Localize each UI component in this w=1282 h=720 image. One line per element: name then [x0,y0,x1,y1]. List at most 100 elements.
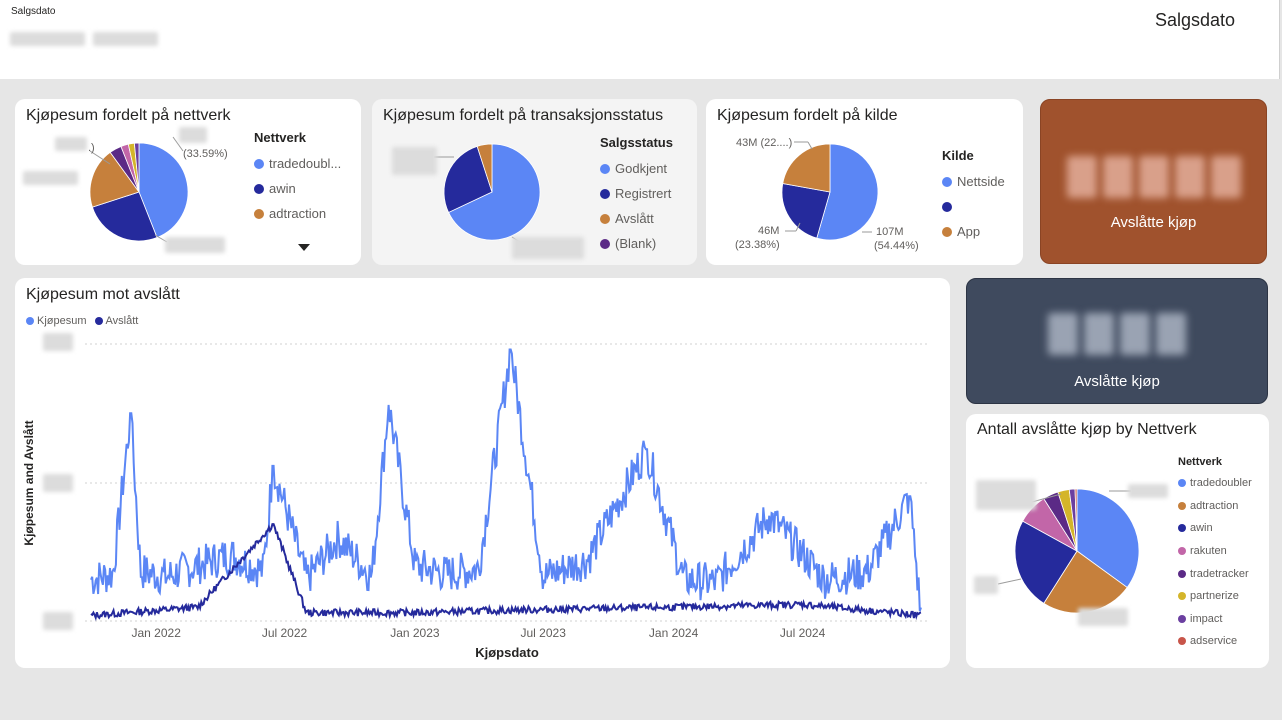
network-blurred-label-4 [165,237,225,253]
count-blurred-label-4 [1078,608,1128,626]
count-legend-item[interactable]: adtraction [1178,495,1252,518]
legend-dot-icon [600,238,610,249]
pie-slice[interactable] [1074,488,1078,552]
legend-dot-icon [942,176,952,187]
count-pie-chart[interactable] [966,414,1269,668]
pie-slice[interactable] [782,143,831,193]
pie-slice[interactable] [448,143,541,241]
network-legend-item[interactable]: awin [254,176,341,201]
status-pie-card[interactable]: Kjøpesum fordelt på transaksjonsstatus S… [372,99,697,265]
network-legend-title: Nettverk [254,130,307,145]
x-tick-label: Jan 2024 [649,626,699,640]
source-legend: Kilde Nettside App [942,148,1005,244]
status-blurred-label-1 [392,147,437,175]
network-legend-item[interactable]: tradedoubl... [254,151,341,176]
count-legend-item[interactable]: adservice [1178,630,1252,653]
count-legend-item[interactable]: partnerize [1178,585,1252,608]
x-tick-label: Jan 2023 [390,626,440,640]
network-pie-card[interactable]: Kjøpesum fordelt på nettverk .) (33.59%)… [15,99,361,265]
pie-slice[interactable] [1014,520,1078,604]
pie-slice[interactable] [1076,488,1140,589]
source-leader-line-2b [795,222,801,232]
legend-dot-icon [26,317,34,325]
x-tick-label: Jan 2022 [132,626,182,640]
network-blurred-label-1 [55,137,87,151]
source-legend-item[interactable]: App [942,219,1005,244]
line-legend-item[interactable]: Kjøpesum [26,315,87,327]
status-legend-item[interactable]: Registrert [600,181,673,206]
line-chart-card[interactable]: Kjøpesum mot avslått Kjøpesum Avslått Ja… [15,278,950,668]
kpi-label: Avslåtte kjøp [1074,373,1160,390]
legend-dot-icon [600,188,610,199]
network-legend: Nettverk tradedoubl... awin adtraction [254,130,341,226]
legend-dot-icon [1178,524,1186,533]
source-legend-item[interactable]: Nettside [942,169,1005,194]
source-label-left-pct: (23.38%) [735,239,780,251]
pie-slice[interactable] [476,143,493,193]
legend-dot-icon [942,201,952,212]
count-pie-card[interactable]: Antall avslåtte kjøp by Nettverk Nettver… [966,414,1269,668]
kpi-card-rejected-slate[interactable]: Avslåtte kjøp [966,278,1268,404]
line-chart-legend: Kjøpesum Avslått [26,315,138,327]
count-leader-line-3 [997,578,1022,585]
kpi-card-rejected-orange[interactable]: Avslåtte kjøp [1040,99,1267,264]
source-label-right-pct: (54.44%) [874,240,919,252]
header-bar: Salgsdato Salgsdato [0,0,1280,79]
x-axis-label: Kjøpsdato [475,645,539,660]
legend-dot-icon [600,213,610,224]
network-pie-chart[interactable]: .) (33.59%) [15,99,361,265]
status-pie-chart[interactable] [372,99,697,265]
kpi-value-blurred [1048,313,1186,355]
status-legend-item[interactable]: (Blank) [600,231,673,256]
status-blurred-label-2 [512,237,584,259]
count-legend-item[interactable]: awin [1178,517,1252,540]
line-chart-plot[interactable]: Jan 2022 Jul 2022 Jan 2023 Jul 2023 Jan 2024… [15,278,950,668]
source-pie-title: Kjøpesum fordelt på kilde [717,107,898,124]
network-legend-item[interactable]: adtraction [254,201,341,226]
pie-slice[interactable] [91,191,158,242]
count-legend-item[interactable]: rakuten [1178,540,1252,563]
pie-slice[interactable] [138,142,189,239]
x-tick-label: Jul 2022 [262,626,308,640]
network-pie-title: Kjøpesum fordelt på nettverk [26,107,231,124]
source-label-top: 43M (22....) [736,137,792,149]
x-tick-label: Jul 2023 [521,626,567,640]
status-legend-item[interactable]: Godkjent [600,156,673,181]
count-legend-item[interactable]: tradedoubler [1178,472,1252,495]
x-axis-ticks: Jan 2022 Jul 2022 Jan 2023 Jul 2023 Jan 2024… [132,626,826,640]
count-legend-title: Nettverk [1178,456,1223,468]
legend-dot-icon [942,226,952,237]
line-legend-item[interactable]: Avslått [94,315,138,327]
date-slicer-value[interactable] [10,28,170,48]
source-label-right-value: 107M [876,226,904,238]
count-pie-title: Antall avslåtte kjøp by Nettverk [977,421,1197,438]
legend-scroll-down-icon[interactable] [298,244,310,252]
status-legend-item[interactable]: Avslått [600,206,673,231]
pie-slice[interactable] [781,183,831,239]
count-blurred-label-3 [974,576,998,594]
legend-dot-icon [254,208,264,219]
count-legend: Nettverk tradedoubler adtraction awin ra… [1178,456,1252,653]
network-leader-line-1 [89,150,111,165]
network-leader-line-2 [172,136,184,152]
line-kjopesum [90,348,922,612]
count-pie-slices [1014,488,1140,614]
pie-slice[interactable] [443,145,493,213]
source-pie-card[interactable]: Kjøpesum fordelt på kilde 43M (22....) 4… [706,99,1023,265]
series-avslatt [90,523,922,622]
count-legend-item[interactable]: tradetracker [1178,562,1252,585]
source-pie-chart[interactable]: 43M (22....) 46M (23.38%) 107M (54.44%) [706,99,1023,265]
status-legend-title: Salgsstatus [600,135,673,150]
network-label-top: (33.59%) [183,148,228,160]
source-legend-item[interactable] [942,194,1005,219]
pie-slice[interactable] [133,142,140,193]
count-legend-item[interactable]: impact [1178,608,1252,631]
network-label-left: .) [88,142,95,154]
source-label-left-value: 46M [758,225,779,237]
legend-dot-icon [254,158,264,169]
pie-slice[interactable] [816,143,879,241]
pie-slice[interactable] [89,151,140,208]
source-legend-title: Kilde [942,148,974,163]
network-pie-slices [89,142,189,242]
kpi-value-blurred [1066,156,1241,198]
